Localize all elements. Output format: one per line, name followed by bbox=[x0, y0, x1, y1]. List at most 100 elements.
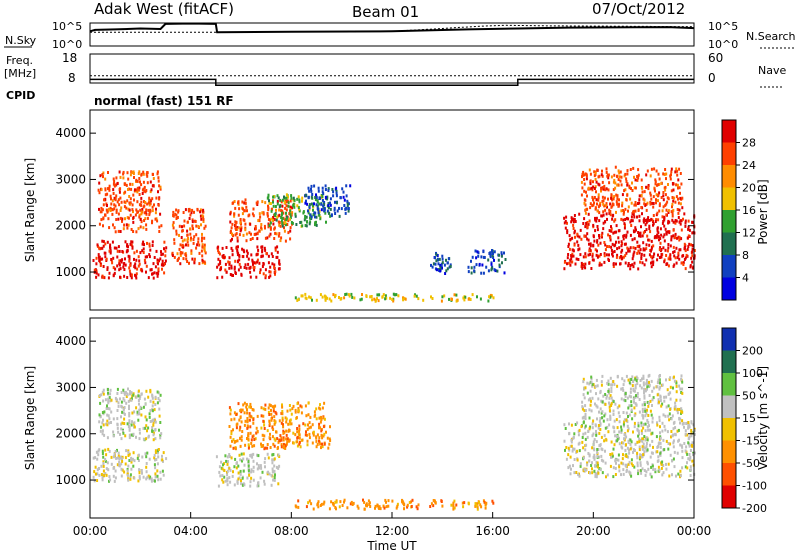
heatmap-cell bbox=[112, 192, 115, 195]
heatmap-cell bbox=[177, 210, 180, 214]
heatmap-cell bbox=[104, 188, 107, 192]
heatmap-cell bbox=[301, 438, 304, 442]
heatmap-cell bbox=[657, 172, 660, 176]
heatmap-cell bbox=[274, 231, 277, 235]
heatmap-cell bbox=[585, 177, 588, 181]
heatmap-cell bbox=[684, 429, 687, 433]
heatmap-cell bbox=[191, 220, 194, 224]
heatmap-cell bbox=[175, 232, 178, 236]
heatmap-cell bbox=[600, 399, 603, 403]
heatmap-cell bbox=[584, 225, 587, 229]
heatmap-cell bbox=[649, 202, 652, 206]
heatmap-cell bbox=[602, 187, 605, 191]
heatmap-cell bbox=[265, 252, 268, 255]
heatmap-cell bbox=[136, 456, 139, 460]
heatmap-cell bbox=[324, 211, 327, 215]
heatmap-cell bbox=[136, 200, 139, 204]
heatmap-cell bbox=[333, 208, 336, 212]
heatmap-cell bbox=[583, 189, 586, 193]
heatmap-cell bbox=[100, 464, 103, 468]
heatmap-cell bbox=[116, 387, 119, 391]
heatmap-cell bbox=[217, 249, 220, 253]
cpid-label: CPID bbox=[6, 89, 35, 102]
heatmap-cell bbox=[272, 195, 275, 199]
heatmap-cell bbox=[118, 188, 121, 191]
heatmap-cell bbox=[667, 246, 670, 250]
heatmap-cell bbox=[264, 201, 267, 205]
heatmap-cell bbox=[643, 198, 646, 202]
heatmap-cell bbox=[618, 246, 621, 250]
heatmap-cell bbox=[187, 243, 190, 247]
heatmap-cell bbox=[642, 453, 645, 457]
heatmap-cell bbox=[135, 276, 138, 280]
heatmap-cell bbox=[620, 254, 622, 258]
heatmap-cell bbox=[135, 249, 138, 253]
heatmap-cell bbox=[243, 463, 246, 467]
heatmap-cell bbox=[190, 211, 193, 215]
heatmap-cell bbox=[618, 198, 620, 202]
heatmap-cell bbox=[583, 456, 585, 460]
heatmap-cell bbox=[573, 432, 576, 436]
heatmap-cell bbox=[681, 380, 684, 384]
heatmap-cell bbox=[153, 419, 156, 422]
heatmap-cell bbox=[277, 220, 280, 224]
heatmap-cell bbox=[319, 407, 322, 411]
heatmap-cell bbox=[595, 440, 598, 444]
heatmap-cell bbox=[569, 237, 572, 241]
heatmap-cell bbox=[690, 429, 693, 432]
heatmap-cell bbox=[622, 441, 625, 445]
heatmap-cell bbox=[356, 504, 359, 508]
heatmap-cell bbox=[101, 257, 104, 261]
heatmap-cell bbox=[294, 504, 297, 508]
heatmap-cell bbox=[612, 447, 615, 451]
heatmap-cell bbox=[100, 425, 103, 429]
heatmap-cell bbox=[582, 432, 585, 436]
heatmap-cell bbox=[663, 395, 666, 399]
heatmap-cell bbox=[601, 174, 604, 178]
heatmap-cell bbox=[305, 414, 308, 418]
heatmap-cell bbox=[278, 205, 281, 209]
heatmap-cell bbox=[636, 456, 639, 460]
heatmap-cell bbox=[140, 200, 143, 204]
heatmap-cell bbox=[216, 276, 219, 280]
heatmap-cell bbox=[308, 421, 311, 425]
heatmap-cell bbox=[688, 425, 691, 429]
heatmap-cell bbox=[596, 454, 599, 458]
heatmap-cell bbox=[118, 460, 121, 464]
heatmap-cell bbox=[116, 463, 119, 467]
heatmap-cell bbox=[675, 183, 678, 187]
heatmap-cell bbox=[235, 466, 238, 470]
heatmap-cell bbox=[569, 444, 572, 448]
heatmap-cell bbox=[435, 253, 438, 257]
heatmap-cell bbox=[151, 272, 154, 276]
heatmap-cell bbox=[244, 263, 247, 267]
heatmap-cell bbox=[309, 213, 312, 217]
heatmap-cell bbox=[128, 459, 131, 462]
heatmap-cell bbox=[221, 478, 224, 482]
heatmap-cell bbox=[135, 208, 138, 212]
heatmap-cell bbox=[671, 205, 673, 209]
heatmap-cell bbox=[673, 196, 676, 200]
heatmap-cell bbox=[614, 402, 617, 406]
heatmap-cell bbox=[404, 297, 407, 301]
heatmap-cell bbox=[580, 237, 583, 241]
heatmap-cell bbox=[233, 214, 236, 218]
heatmap-cell bbox=[276, 215, 279, 219]
heatmap-cell bbox=[475, 504, 478, 508]
heatmap-cell bbox=[110, 455, 113, 459]
heatmap-cell bbox=[181, 225, 183, 229]
heatmap-cell bbox=[106, 192, 109, 196]
heatmap-cell bbox=[319, 217, 322, 221]
heatmap-cell bbox=[284, 239, 287, 243]
heatmap-cell bbox=[267, 406, 270, 410]
heatmap-cell bbox=[157, 176, 160, 180]
heatmap-cell bbox=[684, 224, 687, 228]
heatmap-cell bbox=[283, 195, 285, 199]
heatmap-cell bbox=[261, 265, 264, 268]
heatmap-cell bbox=[102, 455, 105, 459]
heatmap-cell bbox=[632, 379, 635, 383]
heatmap-cell bbox=[667, 447, 670, 451]
heatmap-cell bbox=[118, 268, 121, 272]
heatmap-cell bbox=[306, 443, 309, 447]
heatmap-cell bbox=[684, 249, 687, 253]
